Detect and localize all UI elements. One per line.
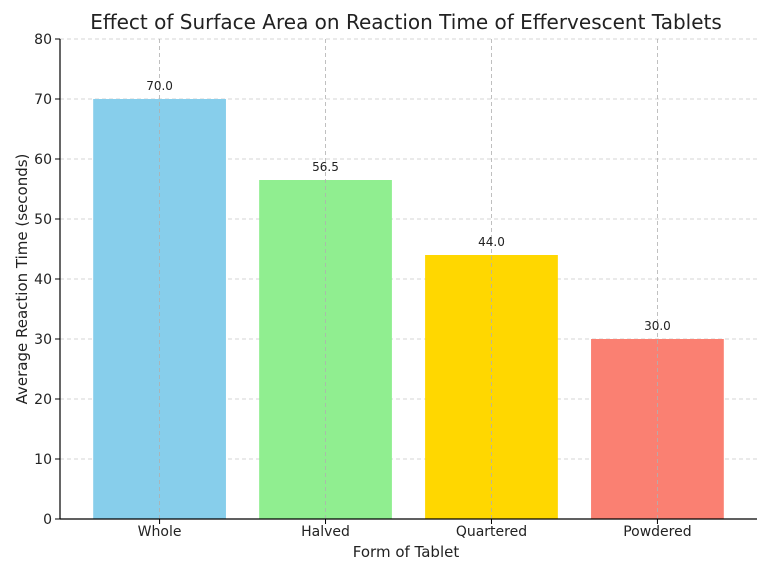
y-tick-label: 40 bbox=[34, 272, 52, 288]
x-axis-label: Form of Tablet bbox=[353, 543, 460, 561]
y-tick-label: 50 bbox=[34, 212, 52, 228]
y-tick-label: 80 bbox=[34, 32, 52, 48]
x-tick-label: Quartered bbox=[456, 524, 527, 540]
y-tick-label: 0 bbox=[43, 512, 52, 528]
y-tick-label: 10 bbox=[34, 452, 52, 468]
y-tick-label: 20 bbox=[34, 392, 52, 408]
data-label: 56.5 bbox=[312, 160, 339, 174]
data-labels: 70.0 56.5 44.0 30.0 bbox=[146, 79, 671, 333]
y-tick-label: 30 bbox=[34, 332, 52, 348]
x-tick-label: Halved bbox=[301, 524, 350, 540]
bars bbox=[93, 99, 724, 519]
chart-title: Effect of Surface Area on Reaction Time … bbox=[90, 10, 722, 34]
y-tick-label: 70 bbox=[34, 92, 52, 108]
data-label: 44.0 bbox=[478, 235, 505, 249]
y-axis-label: Average Reaction Time (seconds) bbox=[13, 154, 31, 405]
x-tick-label: Powdered bbox=[623, 524, 691, 540]
y-tick-label: 60 bbox=[34, 152, 52, 168]
data-label: 70.0 bbox=[146, 79, 173, 93]
axes: 0 10 20 30 40 50 60 70 80 Whole Halved Quartered Pow… bbox=[34, 32, 757, 540]
vertical-grid bbox=[159, 39, 658, 519]
x-tick-label: Whole bbox=[138, 524, 182, 540]
data-label: 30.0 bbox=[644, 319, 671, 333]
bar-powdered bbox=[591, 339, 724, 519]
